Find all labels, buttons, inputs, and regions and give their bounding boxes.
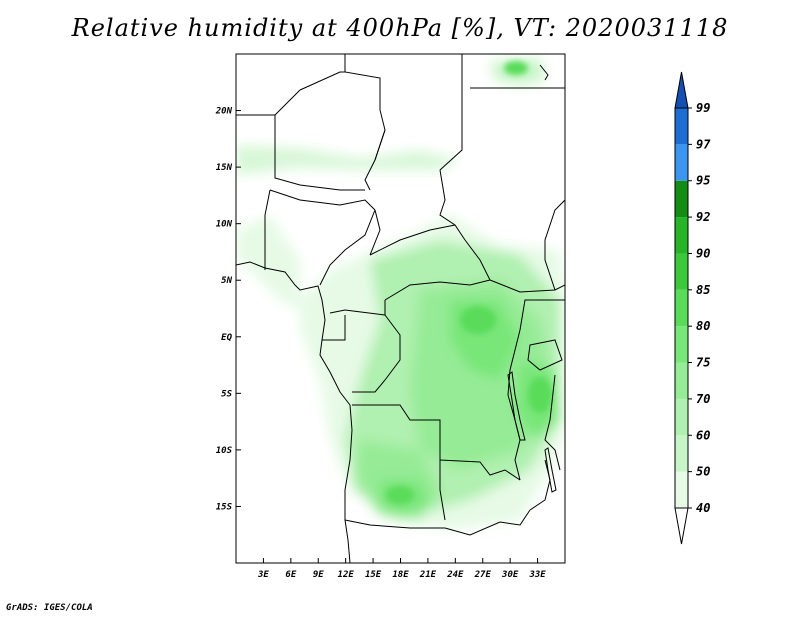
colorbar-outline <box>674 107 689 509</box>
border-chad-sudan <box>439 169 466 241</box>
border-niger-south <box>274 115 365 191</box>
lat-tick-label: 20N <box>215 107 233 117</box>
lon-tick-label: 12E <box>338 570 355 580</box>
border-tanzania <box>544 374 561 471</box>
colorbar-box <box>675 289 688 327</box>
colorbar-box <box>675 471 688 508</box>
colorbar-box <box>675 108 688 145</box>
colorbar-lower-triangle <box>674 507 689 545</box>
lake-victoria <box>527 339 563 371</box>
border-car-drc <box>384 279 491 301</box>
colorbar-label: 95 <box>696 174 710 188</box>
border-sudan-east <box>544 199 565 291</box>
humidity-region-west-coast <box>236 215 300 310</box>
border-sudan-south <box>489 279 565 293</box>
colorbar-label: 75 <box>696 356 710 370</box>
humidity-field <box>236 58 565 530</box>
lon-tick-label: 9E <box>313 570 324 580</box>
lake-tanganyika <box>507 371 526 441</box>
lake-malawi <box>544 447 557 493</box>
border-algeria-niger <box>299 71 345 91</box>
lon-tick-label: 33E <box>528 570 546 580</box>
map-title: Relative humidity at 400hPa [%], VT: 202… <box>71 14 729 42</box>
colorbar-label: 50 <box>696 465 710 479</box>
border-chad-car <box>369 224 456 256</box>
border-uganda <box>519 299 565 331</box>
colorbar-label: 85 <box>696 283 710 297</box>
lon-tick-label: 3E <box>257 570 269 580</box>
colorbar-label: 97 <box>696 137 711 151</box>
border-angola-namibia <box>344 519 445 529</box>
border-gabon <box>322 315 346 341</box>
colorbar-label: 40 <box>696 501 710 515</box>
colorbar-box <box>675 180 688 218</box>
lat-tick-label: 5S <box>221 389 232 399</box>
colorbar-label: 99 <box>696 101 710 115</box>
colorbar-label: 70 <box>696 392 710 406</box>
lon-tick-label: 15E <box>365 570 382 580</box>
colorbar-box <box>675 398 688 436</box>
border-cameroon-congo <box>329 300 386 316</box>
humidity-region-central <box>410 280 555 470</box>
border-niger-chad <box>364 129 386 191</box>
border-mali-algeria <box>236 89 301 116</box>
humidity-core-southwest <box>386 486 414 504</box>
border-zambia-south <box>444 509 531 536</box>
colorbar-label: 60 <box>696 428 710 442</box>
border-nigeria-west <box>264 189 271 270</box>
border-chad-cameroon <box>369 209 381 256</box>
border-nigeria-north <box>269 189 376 211</box>
colorbar: 40 50 60 70 75 80 85 90 92 95 97 99 <box>674 71 711 545</box>
border-congo-drc <box>352 314 401 393</box>
colorbar-box <box>675 435 688 472</box>
colorbar-label: 80 <box>696 319 710 333</box>
colorbar-box <box>675 362 688 399</box>
lat-tick-label: 5N <box>221 276 232 286</box>
humidity-core-east <box>528 377 552 413</box>
border-nigeria-cameroon <box>319 209 376 286</box>
coastline-west-africa <box>236 261 353 563</box>
humidity-region-sahel-band <box>236 145 460 175</box>
lon-tick-label: 30E <box>501 570 519 580</box>
lat-tick-label: EQ <box>221 333 232 343</box>
humidity-core-high <box>460 306 496 334</box>
colorbar-box <box>675 253 688 290</box>
nile-east <box>539 64 549 81</box>
lat-tick-label: 10S <box>216 446 233 456</box>
humidity-core-north <box>504 61 528 75</box>
colorbar-box <box>675 326 688 363</box>
border-car-sudan <box>464 239 491 281</box>
colorbar-upper-triangle <box>674 71 689 109</box>
lat-tick-label: 15N <box>216 163 233 173</box>
border-zambia-drc <box>439 459 521 481</box>
border-libya-sudan <box>439 110 463 171</box>
colorbar-box <box>675 217 688 254</box>
border-drc-east <box>507 329 521 481</box>
lat-tick-label: 10N <box>216 220 233 230</box>
border-angola-drc <box>352 404 441 460</box>
colorbar-box <box>675 144 688 181</box>
colorbar-label: 92 <box>696 210 710 224</box>
longitude-axis: 3E 6E 9E 12E 15E 18E 21E 24E 27E 30E 33E <box>257 558 546 580</box>
border-algeria-libya <box>344 54 386 161</box>
lon-tick-label: 27E <box>474 570 492 580</box>
latitude-axis: 20N 15N 10N 5N EQ 5S 10S 15S <box>215 107 241 512</box>
lon-tick-label: 6E <box>285 570 296 580</box>
grads-credit: GrADS: IGES/COLA <box>6 603 93 613</box>
lat-tick-label: 15S <box>216 502 233 512</box>
lon-tick-label: 21E <box>419 570 437 580</box>
colorbar-label: 90 <box>696 246 710 260</box>
lon-tick-label: 18E <box>392 570 409 580</box>
border-angola-zambia <box>439 460 446 521</box>
lon-tick-label: 24E <box>446 570 464 580</box>
country-borders <box>236 54 565 563</box>
